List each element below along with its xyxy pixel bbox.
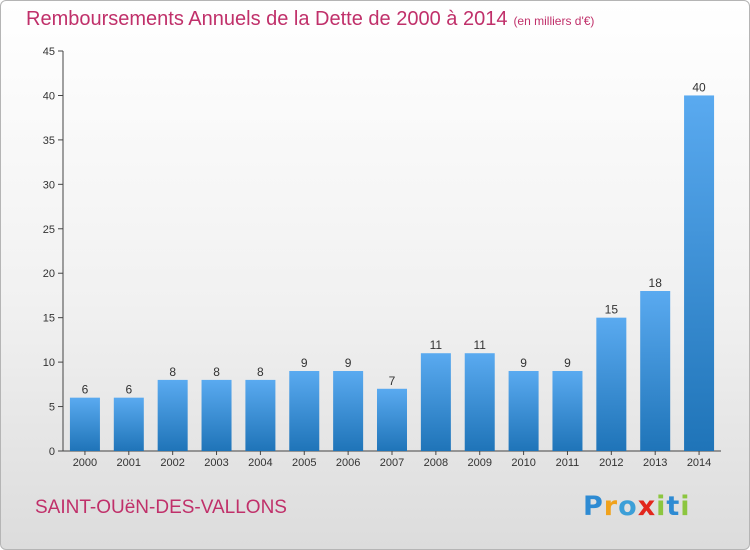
value-labels: 6 6 8 8 8 9 9 7 11 11 9 9 15 18 40 [82, 80, 706, 396]
logo-letter: t [666, 491, 681, 522]
x-axis: 2000 2001 2002 2003 2004 2005 2006 2007 2008 2009… [63, 450, 721, 469]
y-tick-label: 10 [43, 357, 55, 369]
commune-name: SAINT-OUëN-DES-VALLONS [35, 497, 287, 518]
y-tick-label: 5 [49, 402, 55, 414]
x-tick-label: 2011 [556, 457, 580, 469]
bar-value-label: 8 [169, 365, 176, 379]
x-tick-label: 2007 [380, 457, 404, 469]
x-tick-label: 2009 [467, 457, 491, 469]
y-axis: 0 5 10 15 20 25 30 35 40 45 [43, 46, 64, 458]
x-tick-label: 2002 [160, 457, 184, 469]
bar [552, 371, 583, 451]
bar [69, 397, 100, 451]
x-tick-label: 2003 [204, 457, 228, 469]
bar-value-label: 11 [430, 338, 443, 352]
y-tick-label: 25 [43, 224, 55, 236]
bar [684, 95, 715, 451]
bar [464, 353, 495, 451]
x-tick-label: 2013 [643, 457, 667, 469]
bar-value-label: 8 [257, 365, 264, 379]
logo-letter: x [637, 491, 657, 522]
bar [508, 371, 539, 451]
y-tick-label: 20 [43, 268, 55, 280]
bar-value-label: 6 [125, 383, 132, 397]
bar [113, 397, 144, 451]
y-tick-label: 30 [43, 179, 55, 191]
chart-title: Remboursements Annuels de la Dette de 20… [26, 8, 594, 31]
bar-value-label: 11 [473, 338, 486, 352]
x-tick-label: 2006 [336, 457, 360, 469]
bar [289, 371, 320, 451]
bar [377, 388, 407, 451]
x-tick-label: 2005 [292, 457, 316, 469]
bar [596, 317, 627, 451]
logo-letter: o [618, 491, 638, 522]
x-tick-label: 2012 [599, 457, 623, 469]
y-tick-label: 0 [49, 446, 55, 458]
bar-value-label: 9 [345, 356, 352, 370]
bar [420, 353, 451, 451]
y-tick-label: 15 [43, 313, 55, 325]
bar-value-label: 9 [301, 356, 308, 370]
logo-letter: r [603, 491, 619, 522]
y-tick-label: 35 [43, 135, 55, 147]
bar-value-label: 9 [564, 356, 571, 370]
bar [640, 291, 671, 451]
bar-value-label: 9 [520, 356, 527, 370]
bar-value-label: 40 [692, 80, 706, 94]
bars [69, 95, 715, 451]
x-tick-label: 2014 [687, 457, 711, 469]
y-tick-label: 40 [43, 90, 55, 102]
logo-letter: P [583, 491, 604, 522]
bar-value-label: 6 [82, 383, 89, 397]
bar-value-label: 7 [389, 374, 396, 388]
bar-value-label: 15 [605, 303, 619, 317]
bar [201, 379, 232, 451]
chart-title-text: Remboursements Annuels de la Dette de 20… [26, 8, 508, 30]
bar [333, 371, 364, 451]
bar [245, 379, 276, 451]
logo-letter: i [656, 491, 667, 522]
logo-letter: i [680, 491, 691, 522]
chart-subtitle: (en milliers d'€) [513, 14, 595, 28]
x-tick-label: 2000 [73, 457, 97, 469]
x-tick-label: 2008 [424, 457, 448, 469]
bar-value-label: 18 [649, 276, 663, 290]
bar [157, 379, 188, 451]
x-tick-label: 2010 [511, 457, 535, 469]
x-tick-label: 2001 [117, 457, 141, 469]
bar-value-label: 8 [213, 365, 220, 379]
x-tick-label: 2004 [248, 457, 272, 469]
proxiti-logo: Proxiti [583, 491, 691, 522]
y-tick-label: 45 [43, 46, 55, 58]
